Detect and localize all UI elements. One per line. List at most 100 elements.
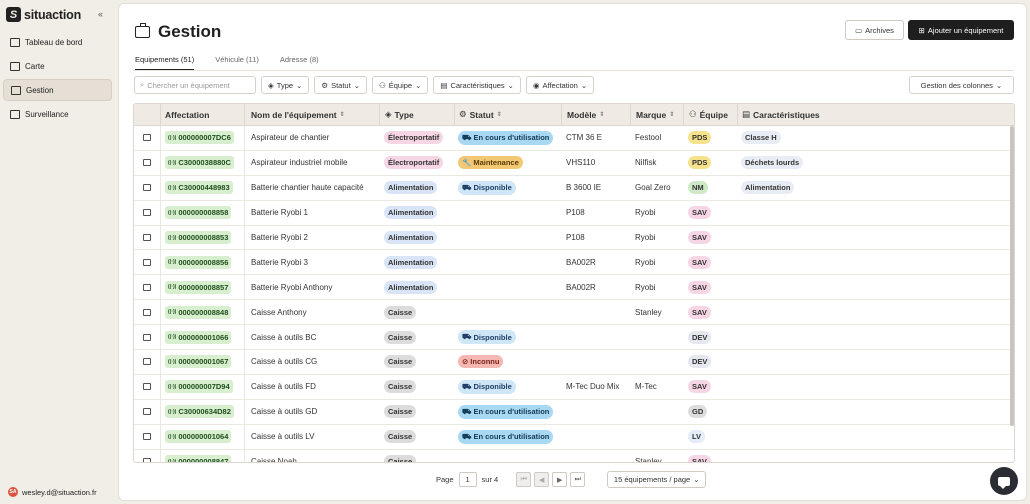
- signal-icon: ((·)): [168, 134, 177, 141]
- assignment-badge[interactable]: ((·)) 000000008847: [165, 455, 232, 462]
- equipment-name[interactable]: Aspirateur industriel mobile: [244, 150, 379, 175]
- assignment-id: C30000634D82: [178, 407, 231, 417]
- sort-icon[interactable]: ⇕: [599, 112, 605, 118]
- assignment-badge[interactable]: ((·)) 000000007D94: [165, 380, 233, 394]
- add-equipment-button[interactable]: ⊞ Ajouter un équipement: [908, 20, 1014, 40]
- sidebar-item-2[interactable]: Gestion: [3, 79, 112, 101]
- sidebar-item-0[interactable]: Tableau de bord: [3, 31, 112, 53]
- filter-3[interactable]: ▤ Caractéristiques ⌄: [433, 76, 521, 94]
- assignment-badge[interactable]: ((·)) 000000008856: [165, 255, 232, 269]
- table-row[interactable]: ((·)) 000000008858 Batterie Ryobi 1 Aliment…: [134, 200, 1014, 226]
- column-icon: ▤: [742, 109, 751, 119]
- equipment-name[interactable]: Caisse à outils FD: [244, 374, 379, 399]
- assignment-badge[interactable]: ((·)) 000000007DC6: [165, 131, 234, 145]
- prev-page-button[interactable]: ◀: [534, 472, 550, 487]
- brand-cell: M-Tec: [635, 382, 657, 392]
- table-row[interactable]: ((·)) 000000007D94 Caisse à outils FD Caiss…: [134, 374, 1014, 400]
- assignment-badge[interactable]: ((·)) 000000008857: [165, 280, 232, 294]
- equipment-name[interactable]: Batterie chantier haute capacité: [244, 175, 379, 200]
- sidebar-item-1[interactable]: Carte: [3, 55, 112, 77]
- table-row[interactable]: ((·)) 000000001066 Caisse à outils BC Caiss…: [134, 325, 1014, 351]
- assignment-badge[interactable]: ((·)) 000000008853: [165, 231, 232, 244]
- model-cell: BA002R: [566, 257, 596, 267]
- assignment-badge[interactable]: ((·)) 000000001066: [165, 330, 232, 344]
- assignment-badge[interactable]: ((·)) 000000008848: [165, 305, 232, 319]
- column-header[interactable]: Marque ⇕: [630, 104, 683, 125]
- column-header[interactable]: Modèle ⇕: [561, 104, 630, 125]
- column-header[interactable]: ▤ Caractéristiques: [737, 104, 857, 125]
- tab-0[interactable]: Equipements (51): [135, 55, 195, 70]
- equipment-name[interactable]: Caisse à outils GD: [244, 399, 379, 424]
- table-row[interactable]: ((·)) 000000007DC6 Aspirateur de chantier É…: [134, 126, 1014, 151]
- table-row[interactable]: ((·)) 000000001064 Caisse à outils LV Caiss…: [134, 424, 1014, 450]
- assignment-badge[interactable]: ((·)) 000000008858: [165, 206, 232, 220]
- table-row[interactable]: ((·)) C3000038880C Aspirateur industriel m…: [134, 150, 1014, 176]
- assignment-badge[interactable]: ((·)) C30000634D82: [165, 405, 234, 419]
- assignment-badge[interactable]: ((·)) C3000038880C: [165, 156, 234, 170]
- next-page-button[interactable]: ▶: [552, 472, 568, 487]
- column-management-button[interactable]: Gestion des colonnes ⌄: [909, 76, 1014, 94]
- table-row[interactable]: ((·)) 000000008848 Caisse Anthony Caisse Sta…: [134, 300, 1014, 326]
- logo[interactable]: S situaction: [6, 7, 81, 22]
- status-icon: ⛟: [462, 182, 472, 192]
- assignment-badge[interactable]: ((·)) 000000001067: [165, 355, 232, 369]
- equipment-name[interactable]: Caisse à outils LV: [244, 424, 379, 449]
- table-row[interactable]: ((·)) 000000008847 Caisse Noah Caisse Stanle…: [134, 449, 1014, 462]
- filter-1[interactable]: ⚙ Statut ⌄: [314, 76, 367, 94]
- chat-button[interactable]: [990, 467, 1018, 495]
- filter-2[interactable]: ⚇ Équipe ⌄: [371, 76, 429, 94]
- team-cell: SAV: [683, 305, 737, 319]
- assignment-id: 000000001064: [178, 432, 229, 442]
- sort-icon[interactable]: ⇕: [669, 112, 675, 118]
- page-size-select[interactable]: 15 équipements / page ⌄: [607, 471, 707, 488]
- equipment-name[interactable]: Caisse Anthony: [244, 300, 379, 325]
- page-total: sur 4: [481, 475, 499, 484]
- page-input[interactable]: 1: [458, 472, 477, 487]
- table-row[interactable]: ((·)) 000000008856 Batterie Ryobi 3 Aliment…: [134, 250, 1014, 276]
- equipment-name[interactable]: Caisse à outils CG: [244, 350, 379, 374]
- archives-button[interactable]: ▭ Archives: [845, 20, 904, 40]
- table-row[interactable]: ((·)) 000000001067 Caisse à outils CG Caiss…: [134, 350, 1014, 375]
- status-icon: ⊘: [462, 357, 469, 367]
- scrollbar[interactable]: [1010, 126, 1014, 426]
- assignment-badge[interactable]: ((·)) C30000448983: [165, 181, 233, 195]
- filter-4[interactable]: ◉ Affectation ⌄: [525, 76, 595, 94]
- tab-1[interactable]: Véhicule (11): [215, 55, 259, 64]
- search-input[interactable]: ⌕ Chercher un équipement: [134, 76, 256, 94]
- sort-icon[interactable]: ⇕: [496, 112, 502, 118]
- first-page-button[interactable]: ⏮: [516, 472, 532, 487]
- column-header-label: Nom de l'équipement: [251, 109, 337, 120]
- status-icon: 🔧: [462, 158, 472, 168]
- assignment-id: 000000008853: [178, 233, 229, 242]
- table-row[interactable]: ((·)) C30000634D82 Caisse à outils GD Caiss…: [134, 399, 1014, 425]
- tab-2[interactable]: Adresse (8): [279, 55, 319, 64]
- equipment-name[interactable]: Batterie Ryobi 3: [244, 250, 379, 275]
- collapse-sidebar-icon[interactable]: «: [98, 9, 104, 19]
- user-account[interactable]: SA wesley.d@situaction.fr: [8, 487, 97, 497]
- filter-0[interactable]: ◈ Type ⌄: [261, 76, 310, 94]
- column-header[interactable]: ⚇ Équipe: [683, 104, 737, 125]
- table-row[interactable]: ((·)) 000000008853 Batterie Ryobi 2 Aliment…: [134, 225, 1014, 251]
- column-header[interactable]: ◈ Type: [379, 104, 454, 125]
- sidebar: S situaction « Tableau de bord Carte Gesti…: [0, 0, 117, 504]
- filter-label: Affectation: [542, 80, 578, 90]
- equipment-name[interactable]: Caisse à outils BC: [244, 325, 379, 350]
- column-header[interactable]: ⚙ Statut ⇕: [454, 104, 561, 125]
- equipment-name[interactable]: Batterie Ryobi 1: [244, 200, 379, 225]
- status-label: En cours d'utilisation: [473, 432, 550, 442]
- last-page-button[interactable]: ⏭: [570, 472, 586, 487]
- equipment-name[interactable]: Aspirateur de chantier: [244, 126, 379, 150]
- table-row[interactable]: ((·)) 000000008857 Batterie Ryobi Anthony A…: [134, 275, 1014, 301]
- equipment-name[interactable]: Batterie Ryobi Anthony: [244, 275, 379, 300]
- equipment-name[interactable]: Caisse Noah: [244, 449, 379, 462]
- sort-icon[interactable]: ⇕: [339, 112, 345, 118]
- sidebar-item-3[interactable]: Surveillance: [3, 103, 112, 125]
- row-icon-cell: [134, 408, 160, 416]
- table-row[interactable]: ((·)) C30000448983 Batterie chantier haute…: [134, 175, 1014, 201]
- equipment-name[interactable]: Batterie Ryobi 2: [244, 225, 379, 250]
- assignment-cell: ((·)) 000000008856: [160, 250, 244, 275]
- brand-cell: Goal Zero: [635, 183, 671, 193]
- column-header[interactable]: Affectation: [160, 104, 244, 125]
- assignment-badge[interactable]: ((·)) 000000001064: [165, 430, 232, 444]
- column-header[interactable]: Nom de l'équipement ⇕: [244, 104, 379, 125]
